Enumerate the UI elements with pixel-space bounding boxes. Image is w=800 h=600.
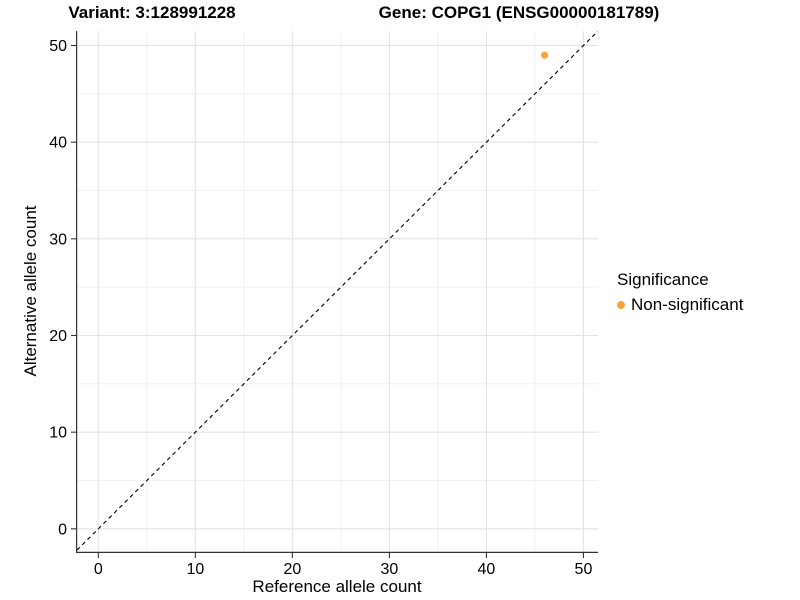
y-tick-label: 10 — [49, 425, 67, 442]
x-axis-title: Reference allele count — [252, 577, 422, 596]
x-tick-label: 0 — [94, 561, 103, 578]
x-tick-label: 20 — [283, 561, 301, 578]
legend-title: Significance — [617, 270, 709, 289]
data-point — [541, 51, 549, 59]
y-tick-label: 30 — [49, 231, 67, 248]
legend-point-icon — [617, 301, 625, 309]
plot-panel: 0 10 20 30 40 50 0 10 20 30 40 50 — [49, 31, 598, 578]
legend-item-label: Non-significant — [631, 295, 744, 314]
legend-item: Non-significant — [617, 295, 743, 315]
y-tick-label: 50 — [49, 38, 67, 55]
x-tick-label: 40 — [478, 561, 496, 578]
variant-title: Variant: 3:128991228 — [68, 3, 236, 22]
y-tick-label: 20 — [49, 328, 67, 345]
identity-line — [76, 31, 598, 552]
y-tick-label: 40 — [49, 135, 67, 152]
gene-title: Gene: COPG1 (ENSG00000181789) — [378, 3, 660, 22]
y-axis-title: Alternative allele count — [21, 205, 40, 377]
legend: Significance Non-significant — [617, 270, 743, 315]
x-tick-label: 10 — [186, 561, 204, 578]
x-tick-label: 30 — [380, 561, 398, 578]
x-tick-label: 50 — [575, 561, 593, 578]
y-tick-label: 0 — [58, 521, 67, 538]
